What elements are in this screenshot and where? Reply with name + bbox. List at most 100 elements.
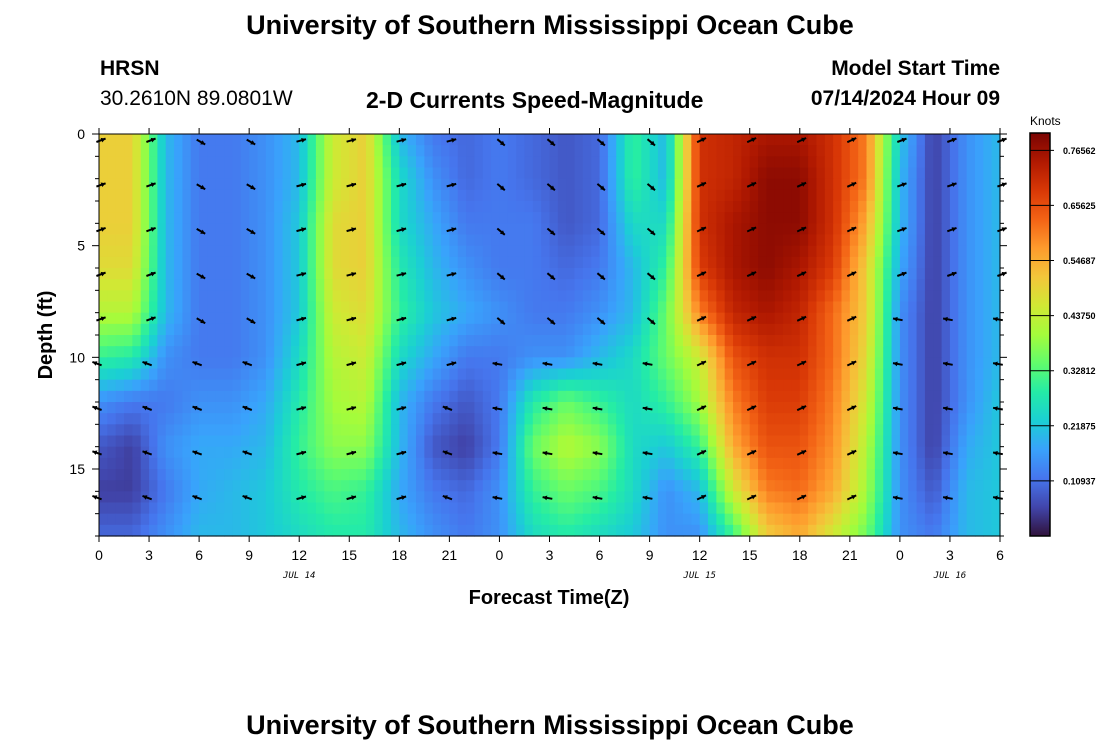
heatmap-cell [149, 346, 158, 358]
heatmap-cell [916, 491, 926, 504]
heatmap-cell [532, 256, 542, 269]
heatmap-cell [741, 346, 751, 358]
heatmap-cell [541, 424, 551, 437]
heatmap-cell [516, 402, 526, 414]
heatmap-cell [916, 524, 926, 537]
heatmap-cell [891, 245, 901, 258]
heatmap-cell [916, 390, 926, 403]
heatmap-cell [165, 469, 175, 481]
heatmap-cell [307, 379, 317, 392]
heatmap-cell [290, 212, 300, 224]
heatmap-cell [516, 234, 526, 247]
heatmap-cell [299, 167, 309, 180]
heatmap-cell [432, 335, 442, 347]
heatmap-cell [983, 301, 993, 314]
heatmap-cell [766, 212, 776, 224]
heatmap-cell [749, 279, 759, 291]
heatmap-cell [290, 145, 300, 157]
heatmap-cell [340, 145, 350, 157]
heatmap-cell [441, 201, 450, 213]
heatmap-cell [924, 413, 934, 425]
heatmap-cell [933, 390, 943, 403]
current-vector-arrow [196, 183, 206, 191]
heatmap-cell [190, 290, 200, 303]
heatmap-cell [499, 390, 509, 403]
heatmap-cell [891, 524, 901, 537]
heatmap-cell [933, 156, 943, 169]
heatmap-cell [132, 502, 142, 515]
heatmap-cell [365, 357, 375, 370]
heatmap-cell [774, 167, 784, 180]
heatmap-cell [841, 212, 851, 224]
heatmap-cell [866, 402, 876, 414]
heatmap-cell [599, 457, 609, 470]
heatmap-cell [482, 201, 492, 213]
heatmap-cell [808, 279, 818, 291]
heatmap-cell [282, 346, 292, 358]
heatmap-cell [741, 357, 751, 370]
heatmap-cell [374, 502, 384, 515]
heatmap-cell [966, 268, 976, 280]
current-vector-arrow [142, 360, 153, 367]
heatmap-cell [582, 223, 592, 236]
heatmap-cell [883, 256, 893, 269]
heatmap-cell [149, 279, 158, 291]
heatmap-cell [557, 223, 567, 236]
heatmap-cell [149, 502, 158, 515]
heatmap-cell [574, 480, 584, 492]
heatmap-cell [390, 457, 400, 470]
heatmap-cell [482, 234, 492, 247]
heatmap-cell [941, 368, 951, 381]
heatmap-cell [407, 245, 417, 258]
heatmap-cell [632, 279, 642, 291]
heatmap-cell [157, 457, 167, 470]
heatmap-cell [332, 513, 342, 526]
x-tick-label: 0 [95, 547, 103, 563]
heatmap-cell [758, 379, 767, 392]
current-vector-arrow [346, 182, 357, 188]
heatmap-cell [641, 335, 651, 347]
heatmap-cell [215, 201, 225, 213]
heatmap-cell [307, 279, 317, 291]
heatmap-cell [699, 145, 709, 157]
heatmap-cell [532, 435, 542, 448]
heatmap-cell [958, 491, 968, 504]
heatmap-cell [624, 245, 634, 258]
heatmap-cell [808, 223, 818, 236]
heatmap-cell [165, 245, 175, 258]
heatmap-cell [574, 413, 584, 425]
heatmap-cell [274, 424, 284, 437]
heatmap-cell [766, 268, 776, 280]
heatmap-cell [157, 268, 167, 280]
heatmap-cell [816, 178, 826, 191]
heatmap-cell [182, 469, 192, 481]
heatmap-cell [140, 245, 150, 258]
heatmap-cell [332, 424, 342, 437]
heatmap-cell [783, 402, 793, 414]
heatmap-cell [207, 134, 217, 146]
heatmap-cell [733, 424, 742, 437]
colorbar-tick-label: 0.76562 [1063, 146, 1096, 156]
heatmap-cell [349, 379, 359, 392]
heatmap-cell [974, 223, 984, 236]
heatmap-cell [858, 491, 868, 504]
heatmap-cell [466, 279, 476, 291]
heatmap-cell [783, 234, 793, 247]
heatmap-cell [240, 368, 250, 381]
heatmap-cell [874, 357, 884, 370]
heatmap-cell [974, 335, 984, 347]
heatmap-cell [733, 145, 742, 157]
heatmap-cell [441, 279, 450, 291]
heatmap-cell [899, 446, 909, 459]
heatmap-cell [933, 446, 943, 459]
heatmap-cell [733, 357, 742, 370]
heatmap-cell [165, 178, 175, 191]
heatmap-cell [724, 357, 734, 370]
heatmap-cell [566, 189, 576, 202]
heatmap-cell [833, 167, 843, 180]
heatmap-cell [716, 346, 726, 358]
current-vector-arrow [846, 494, 857, 501]
heatmap-cell [466, 189, 476, 202]
heatmap-cell [407, 178, 417, 191]
heatmap-cell [716, 245, 726, 258]
